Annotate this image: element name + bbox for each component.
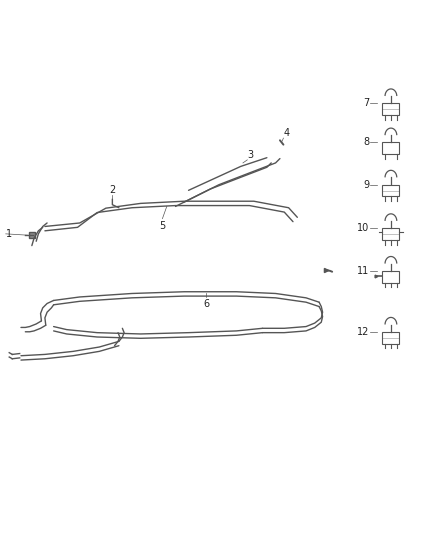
Bar [382, 142, 399, 154]
Text: 11: 11 [357, 266, 369, 276]
Text: 6: 6 [203, 299, 209, 309]
Bar [382, 228, 399, 240]
Text: 9: 9 [363, 180, 369, 190]
Text: 7: 7 [363, 98, 369, 108]
Bar [382, 103, 399, 115]
Bar [382, 332, 399, 344]
Bar [382, 184, 399, 197]
Text: 2: 2 [109, 185, 116, 195]
Text: 8: 8 [363, 138, 369, 148]
Text: 12: 12 [357, 327, 369, 337]
Text: 1: 1 [6, 229, 12, 239]
Text: 3: 3 [247, 150, 254, 160]
Text: 10: 10 [357, 223, 369, 233]
Text: 5: 5 [159, 221, 166, 231]
Bar [382, 271, 399, 282]
Text: 4: 4 [283, 128, 290, 138]
